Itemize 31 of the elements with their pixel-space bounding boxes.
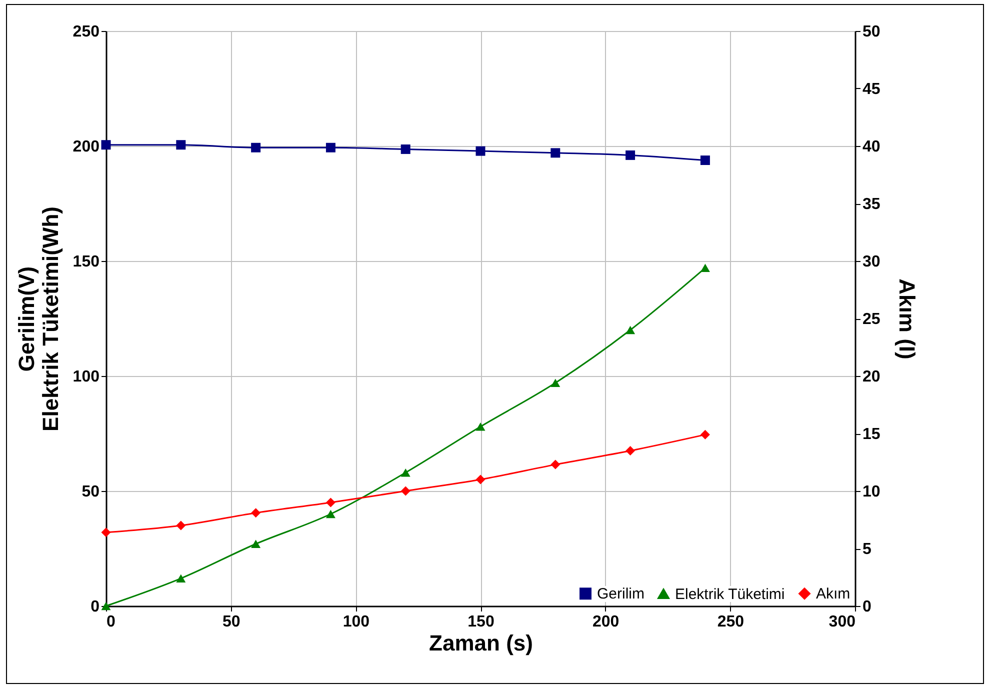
x-tick-label: 50 — [222, 614, 240, 630]
y-tick-label: 200 — [72, 138, 100, 156]
y2-tick-label: 45 — [862, 81, 880, 98]
y2-tick-label: 40 — [862, 138, 880, 156]
legend-label: Elektrik Tüketimi — [675, 586, 785, 603]
y2-tick-label: 10 — [862, 484, 880, 500]
y-tick-label: 0 — [90, 598, 100, 616]
y2-tick-label: 5 — [862, 541, 872, 558]
x-tick-label: 150 — [468, 614, 494, 630]
y2-tick-label: 20 — [862, 368, 880, 386]
y-axis-title: Gerilim(V) Elektrik Tüketimi(Wh) — [14, 206, 63, 432]
y2-tick-label: 50 — [862, 24, 880, 40]
y-tick-label: 150 — [72, 254, 100, 270]
x-tick-label: 250 — [717, 614, 744, 630]
legend-label: Gerilim — [597, 586, 644, 603]
y-tick-label: 250 — [72, 24, 100, 40]
x-axis-title: Zaman (s) — [429, 630, 533, 656]
y2-axis-title: Akım (I) — [894, 278, 920, 360]
x-tick-label: 300 — [828, 614, 856, 630]
y2-tick-label: 15 — [862, 426, 880, 443]
y-tick-label: 50 — [82, 484, 100, 500]
y2-tick-label: 0 — [862, 598, 872, 616]
x-tick-label: 100 — [342, 614, 370, 630]
y2-tick-label: 25 — [862, 311, 880, 328]
point — [700, 156, 710, 166]
x-tick-label: 0 — [106, 614, 116, 630]
y-tick-label: 100 — [72, 368, 100, 386]
y2-tick-label: 30 — [862, 254, 880, 270]
legend-label: Akım — [816, 586, 850, 603]
x-tick-label: 200 — [592, 614, 620, 630]
y2-tick-label: 35 — [862, 196, 880, 213]
